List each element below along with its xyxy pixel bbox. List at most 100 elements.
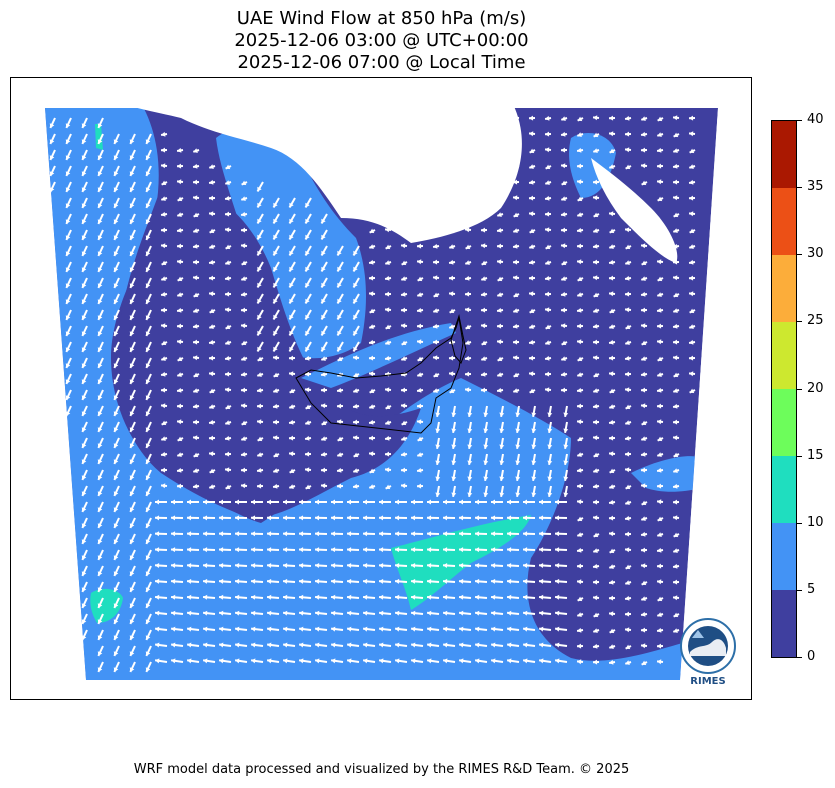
wind-vector-head bbox=[369, 484, 374, 489]
wind-vector-head bbox=[609, 435, 614, 441]
wind-vector-head bbox=[545, 371, 550, 377]
wind-vector-head bbox=[161, 147, 166, 153]
wind-vector-head bbox=[481, 196, 486, 201]
wind-vector-head bbox=[561, 276, 566, 281]
wind-vector-head bbox=[171, 642, 176, 648]
wind-vector-head bbox=[577, 339, 582, 345]
wind-vector-head bbox=[369, 355, 374, 361]
wind-vector-head bbox=[241, 451, 246, 457]
wind-vector-head bbox=[401, 436, 406, 441]
wind-vector-head bbox=[513, 195, 518, 201]
wind-vector-head bbox=[433, 243, 438, 249]
wind-vector-head bbox=[657, 147, 662, 153]
wind-vector-head bbox=[417, 467, 422, 473]
wind-vector-head bbox=[337, 250, 342, 256]
wind-vector-head bbox=[609, 468, 615, 474]
wind-vector-head bbox=[321, 314, 326, 320]
wind-vector-head bbox=[283, 610, 288, 616]
wind-vector-head bbox=[267, 578, 272, 584]
wind-vector-head bbox=[507, 515, 512, 521]
wind-vector-head bbox=[289, 468, 295, 474]
wind-vector-head bbox=[449, 195, 454, 201]
wind-vector-head bbox=[321, 330, 326, 336]
wind-vector-head bbox=[65, 171, 71, 176]
wind-vector-head bbox=[497, 243, 502, 249]
wind-vector-head bbox=[241, 340, 247, 346]
wind-vector-head bbox=[235, 563, 240, 569]
wind-vector-head bbox=[299, 531, 304, 537]
wind-vector-head bbox=[337, 282, 342, 288]
wind-vector-head bbox=[417, 387, 422, 393]
wind-vector-head bbox=[347, 563, 352, 569]
wind-vector-head bbox=[657, 516, 663, 522]
wind-vector-head bbox=[155, 658, 160, 664]
wind-vector-head bbox=[449, 308, 455, 314]
wind-vector-head bbox=[305, 202, 310, 208]
wind-vector-head bbox=[577, 196, 583, 202]
wind-vector-head bbox=[257, 250, 262, 256]
wind-vector-head bbox=[161, 387, 166, 393]
wind-vector-head bbox=[369, 404, 374, 409]
wind-vector-head bbox=[657, 292, 662, 297]
wind-vector-head bbox=[219, 594, 224, 600]
wind-vector-head bbox=[289, 355, 294, 361]
wind-vector-head bbox=[523, 626, 528, 632]
wind-vector-head bbox=[689, 291, 694, 297]
wind-vector-head bbox=[203, 610, 208, 616]
wind-vector-head bbox=[657, 323, 662, 329]
wind-vector-head bbox=[289, 250, 294, 256]
wind-vector-head bbox=[171, 515, 176, 521]
wind-vector-head bbox=[347, 547, 352, 553]
wind-vector-head bbox=[401, 356, 406, 361]
wind-vector-head bbox=[97, 603, 103, 608]
wind-vector-head bbox=[113, 315, 119, 320]
wind-vector-head bbox=[193, 339, 198, 345]
wind-vector-head bbox=[515, 428, 521, 433]
wind-vector-head bbox=[689, 115, 694, 121]
wind-vector-head bbox=[129, 427, 135, 432]
wind-vector-head bbox=[161, 196, 166, 201]
wind-vector-head bbox=[449, 355, 454, 361]
wind-vector-head bbox=[305, 314, 310, 320]
wind-vector-head bbox=[609, 339, 614, 345]
wind-vector-head bbox=[401, 307, 406, 313]
wind-vector-head bbox=[491, 626, 496, 632]
colorbar-tick bbox=[797, 388, 802, 390]
wind-vector-head bbox=[465, 387, 470, 393]
wind-vector-head bbox=[491, 594, 496, 600]
wind-vector-head bbox=[529, 371, 534, 377]
wind-vector-head bbox=[347, 499, 352, 505]
wind-vector-head bbox=[555, 499, 560, 505]
wind-vector-head bbox=[417, 372, 422, 377]
wind-vector-head bbox=[435, 476, 441, 481]
wind-vector-head bbox=[657, 483, 662, 489]
wind-vector-head bbox=[145, 379, 151, 384]
wind-vector-head bbox=[289, 388, 295, 394]
wind-vector-head bbox=[289, 404, 294, 409]
wind-vector-head bbox=[161, 180, 167, 186]
wind-vector-head bbox=[299, 563, 304, 569]
wind-vector-head bbox=[523, 499, 528, 505]
wind-vector-head bbox=[491, 499, 496, 505]
wind-vector-head bbox=[267, 499, 272, 505]
wind-vector-head bbox=[225, 307, 230, 313]
wind-vector-head bbox=[483, 428, 489, 433]
wind-vector-head bbox=[209, 211, 214, 217]
wind-vector-head bbox=[507, 610, 512, 616]
wind-vector-head bbox=[609, 548, 615, 554]
wind-vector-head bbox=[347, 610, 352, 616]
wind-vector-head bbox=[203, 547, 208, 553]
wind-vector-head bbox=[513, 228, 518, 233]
wind-vector-head bbox=[401, 420, 407, 426]
wind-vector-head bbox=[481, 243, 486, 249]
wind-vector-head bbox=[145, 331, 151, 336]
wind-vector-head bbox=[443, 499, 448, 505]
wind-vector-head bbox=[641, 163, 646, 169]
wind-vector-head bbox=[401, 483, 406, 489]
wind-vector-head bbox=[315, 594, 320, 600]
wind-vector-head bbox=[481, 180, 487, 186]
wind-vector-head bbox=[507, 547, 512, 553]
wind-vector-head bbox=[523, 515, 528, 521]
wind-vector-head bbox=[545, 340, 550, 345]
wind-vector-head bbox=[641, 660, 647, 666]
